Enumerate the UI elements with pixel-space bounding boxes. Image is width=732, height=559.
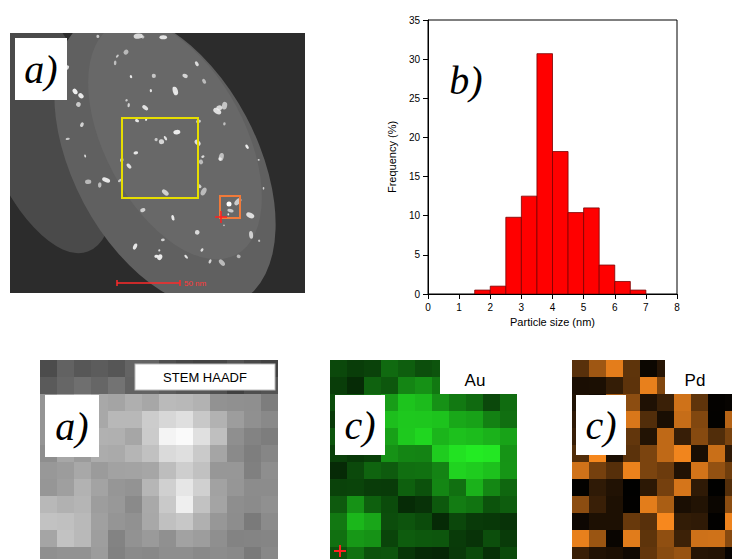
svg-text:0: 0 <box>414 289 420 300</box>
svg-text:4: 4 <box>550 302 556 313</box>
svg-text:STEM HAADF: STEM HAADF <box>163 370 247 385</box>
svg-text:a): a) <box>24 47 57 92</box>
svg-text:Pd: Pd <box>685 371 706 390</box>
svg-text:35: 35 <box>409 15 421 26</box>
svg-text:50 nm: 50 nm <box>184 279 207 288</box>
svg-text:8: 8 <box>674 302 680 313</box>
svg-text:Frequency (%): Frequency (%) <box>386 121 398 193</box>
svg-text:c): c) <box>585 403 616 448</box>
svg-text:0: 0 <box>425 302 431 313</box>
svg-text:30: 30 <box>409 54 421 65</box>
svg-text:2: 2 <box>487 302 493 313</box>
svg-text:20: 20 <box>409 132 421 143</box>
svg-text:3: 3 <box>519 302 525 313</box>
svg-text:1: 1 <box>456 302 462 313</box>
svg-text:a): a) <box>55 404 88 449</box>
svg-text:15: 15 <box>409 171 421 182</box>
svg-text:5: 5 <box>581 302 587 313</box>
svg-text:10: 10 <box>409 210 421 221</box>
svg-text:7: 7 <box>643 302 649 313</box>
svg-text:Au: Au <box>465 371 486 390</box>
svg-text:c): c) <box>344 403 375 448</box>
svg-text:25: 25 <box>409 93 421 104</box>
svg-text:6: 6 <box>612 302 618 313</box>
svg-text:5: 5 <box>414 249 420 260</box>
html-text:b): b) <box>449 58 483 103</box>
svg-text:Particle size (nm): Particle size (nm) <box>510 316 595 328</box>
